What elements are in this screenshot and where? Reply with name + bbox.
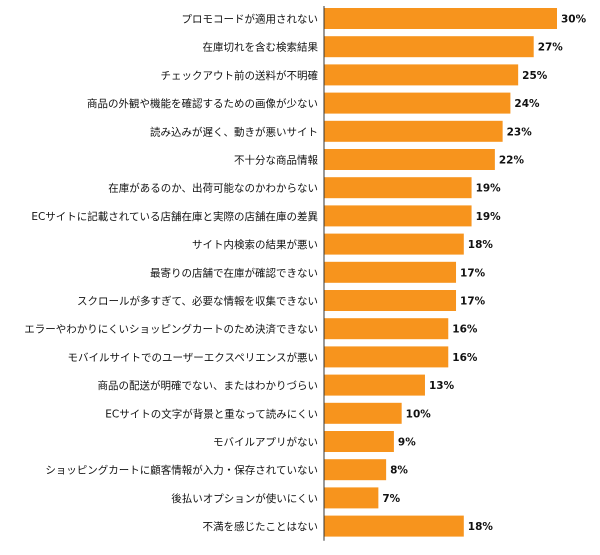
- bar: [324, 149, 495, 170]
- value-label: 23%: [507, 126, 533, 138]
- value-label: 10%: [406, 408, 432, 420]
- bar: [324, 8, 557, 29]
- category-label: サイト内検索の結果が悪い: [192, 238, 318, 251]
- category-label: プロモコードが適用されない: [182, 13, 319, 26]
- bar: [324, 431, 394, 452]
- category-label: モバイルサイトでのユーザーエクスペリエンスが悪い: [67, 351, 318, 364]
- value-label: 7%: [382, 493, 400, 505]
- bar: [324, 487, 379, 509]
- category-label: ショッピングカートに顧客情報が入力・保存されていない: [45, 464, 318, 477]
- value-label: 24%: [514, 98, 540, 110]
- value-label: 27%: [538, 42, 564, 54]
- value-label: 19%: [476, 183, 502, 195]
- value-label: 8%: [390, 465, 408, 477]
- bar: [324, 374, 425, 396]
- category-label: チェックアウト前の送料が不明確: [161, 69, 319, 82]
- value-label: 16%: [452, 324, 478, 336]
- value-labels: 30% 27% 25% 24% 23% 22% 19% 19% 18% 17% 17% 16% 16% 1…: [382, 14, 586, 534]
- bar: [324, 515, 464, 537]
- value-label: 18%: [468, 521, 494, 533]
- value-label: 25%: [522, 70, 548, 82]
- category-label: 読み込みが遅く、動きが悪いサイト: [150, 125, 318, 138]
- value-label: 18%: [468, 239, 494, 251]
- bar: [324, 459, 387, 481]
- bar: [324, 346, 449, 368]
- value-label: 17%: [460, 296, 486, 308]
- bar: [324, 36, 534, 58]
- category-labels: プロモコードが適用されない在庫切れを含む検索結果チェックアウト前の送料が不明確商…: [24, 13, 318, 534]
- bar: [324, 318, 449, 340]
- value-label: 30%: [561, 14, 587, 26]
- value-label: 17%: [460, 267, 486, 279]
- value-label: 13%: [429, 380, 455, 392]
- value-label: 16%: [452, 352, 478, 364]
- category-label: ECサイトに記載されている店舗在庫と実際の店舗在庫の差異: [31, 210, 318, 223]
- category-label: 不十分な商品情報: [234, 154, 318, 167]
- value-label: 19%: [476, 211, 502, 223]
- value-label: 9%: [398, 437, 416, 449]
- bar: [324, 233, 464, 255]
- bar: [324, 64, 519, 86]
- value-label: 22%: [499, 155, 525, 167]
- bar: [324, 290, 457, 311]
- category-label: 最寄りの店舗で在庫が確認できない: [150, 266, 318, 279]
- category-label: 在庫切れを含む検索結果: [203, 41, 319, 54]
- category-label: エラーやわかりにくいショッピングカートのため決済できない: [24, 323, 318, 336]
- bar: [324, 120, 503, 142]
- bar: [324, 402, 402, 424]
- category-label: 不満を感じたことはない: [203, 520, 319, 533]
- bars: [324, 8, 557, 537]
- bar: [324, 261, 457, 283]
- bar: [324, 177, 472, 199]
- category-label: 商品の配送が明確でない、またはわかりづらい: [98, 379, 319, 392]
- bar: [324, 205, 472, 227]
- category-label: スクロールが多すぎて、必要な情報を収集できない: [77, 295, 318, 308]
- category-label: ECサイトの文字が背景と重なって読みにくい: [105, 407, 318, 420]
- category-label: 在庫があるのか、出荷可能なのかわからない: [108, 182, 318, 195]
- category-label: 商品の外観や機能を確認するための画像が少ない: [87, 97, 318, 110]
- category-label: 後払いオプションが使いにくい: [171, 492, 318, 505]
- category-label: モバイルアプリがない: [213, 436, 318, 449]
- bar: [324, 92, 511, 114]
